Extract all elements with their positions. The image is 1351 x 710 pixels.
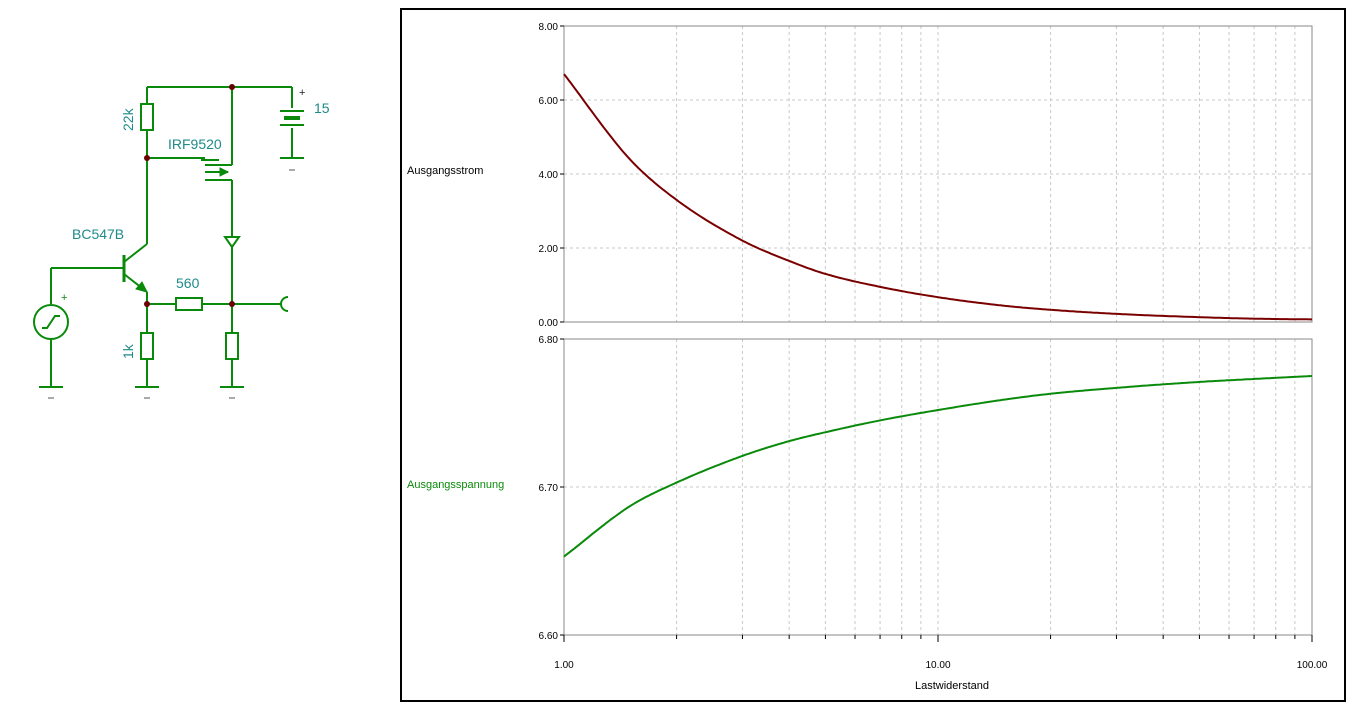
lower-chart: 6.60 6.70 6.80 Ausgangsspannung [407,335,1313,642]
upper-y-ticks: 0.00 2.00 4.00 6.00 8.00 [539,22,564,329]
voltage-source-step [42,315,60,329]
y-tick-label: 2.00 [539,244,559,255]
lower-ylabel: Ausgangsspannung [407,479,504,491]
transistor-collector [123,243,148,263]
upper-chart: 0.00 2.00 4.00 6.00 8.00 Ausgangsstrom [407,22,1313,329]
label-battery-value: 15 [314,100,330,116]
junction-gate [144,155,150,161]
label-mosfet: IRF9520 [168,136,222,152]
label-22k: 22k [120,107,136,131]
plot-frame [400,8,1346,702]
label-battery-plus: + [299,87,305,99]
label-560: 560 [176,275,200,291]
label-transistor: BC547B [72,226,124,242]
junction-output [229,301,235,307]
junction-emitter [144,301,150,307]
x-tick-label: 10.00 [925,660,950,671]
mosfet-arrow [219,167,230,177]
series-line-ausgangsstrom [563,73,1312,321]
y-tick-label: 6.60 [539,631,559,642]
series-line-ausgangsspannung [563,375,1313,558]
x-ticks: 1.00 10.00 100.00 [554,635,1328,671]
y-tick-label: 6.70 [539,483,559,494]
upper-ylabel: Ausgangsstrom [407,165,483,177]
lower-y-ticks: 6.60 6.70 6.80 [539,335,564,642]
diode-triangle [223,236,241,249]
x-tick-label: 1.00 [554,660,574,671]
circuit-schematic: 22k IRF9520 15 BC547B 560 1k + + [33,84,330,399]
y-tick-label: 8.00 [539,22,559,33]
upper-grid [564,26,1312,322]
y-tick-label: 6.00 [539,96,559,107]
output-terminal [280,296,289,312]
junction-top [229,84,235,90]
x-tick-label: 100.00 [1297,660,1328,671]
y-tick-label: 6.80 [539,335,559,346]
y-tick-label: 0.00 [539,318,559,329]
x-axis-label: Lastwiderstand [915,680,989,692]
transistor-emitter-arrow [135,281,148,293]
label-source-plus: + [61,292,67,304]
label-1k: 1k [120,343,136,359]
y-tick-label: 4.00 [539,170,559,181]
